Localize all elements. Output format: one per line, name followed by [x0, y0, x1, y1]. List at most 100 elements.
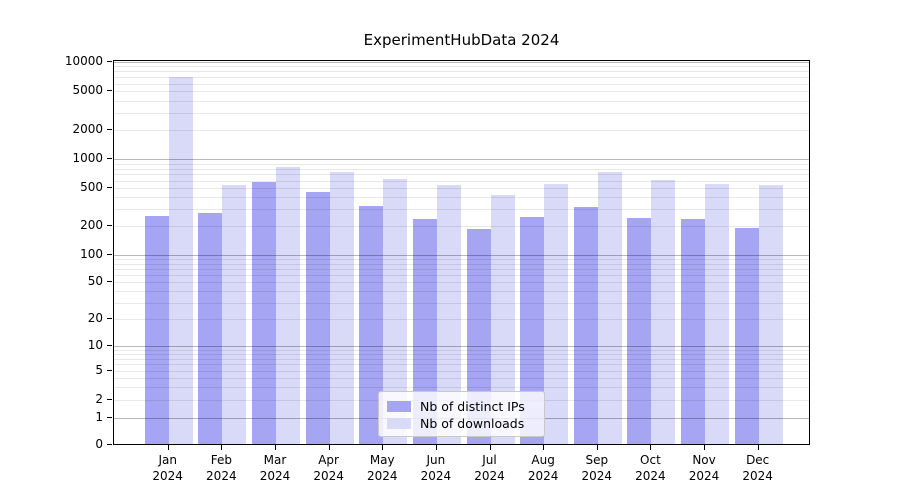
y-tick-label: 100 [80, 247, 103, 261]
x-tick-mark [328, 445, 330, 450]
legend-swatch-distinct-ips [387, 400, 411, 412]
bar-downloads [705, 183, 730, 444]
gridline-40 [114, 291, 809, 293]
x-tick-mark [489, 445, 491, 450]
gridline-300 [114, 209, 809, 211]
gridline-9 [114, 349, 809, 351]
bar-downloads [544, 184, 569, 444]
bar-distinct-ips [198, 212, 223, 444]
y-tick-label: 200 [80, 218, 103, 233]
y-tick-label: 5000 [72, 83, 103, 98]
gridline-400 [114, 197, 809, 199]
gridline-3 [114, 386, 809, 388]
x-tick-label-dec: Dec 2024 [742, 453, 773, 483]
legend-swatch-downloads [387, 417, 411, 429]
y-tick-label: 1 [95, 410, 103, 425]
y-tick-mark [107, 187, 112, 189]
gridline-600 [114, 180, 809, 182]
y-tick-mark [107, 317, 112, 319]
bar-downloads [275, 166, 300, 444]
x-tick-label-mar: Mar 2024 [259, 453, 291, 483]
bar-downloads [329, 171, 354, 444]
legend-item-distinct-ips: Nb of distinct IPs [387, 398, 536, 414]
x-tick-label-jul: Jul 2024 [474, 453, 505, 483]
y-tick-label: 50 [87, 274, 103, 289]
x-tick-label-nov: Nov 2024 [688, 453, 720, 483]
gridline-200 [114, 226, 809, 228]
x-tick-label-aug: Aug 2024 [527, 453, 559, 483]
gridline-5000 [114, 91, 809, 93]
gridline-6 [114, 364, 809, 366]
x-tick-mark [704, 445, 706, 450]
y-tick-mark [107, 345, 112, 346]
gridline-7000 [114, 77, 809, 79]
x-tick-mark [435, 445, 437, 450]
y-tick-mark [107, 129, 112, 130]
y-tick-label: 2000 [72, 122, 103, 136]
y-tick-label: 0 [95, 436, 103, 451]
bar-distinct-ips [251, 181, 276, 444]
x-tick-mark [382, 445, 384, 450]
bar-distinct-ips [627, 218, 652, 444]
y-tick-mark [107, 90, 112, 92]
gridline-20 [114, 318, 809, 320]
gridline-10000 [114, 62, 809, 63]
gridline-3000 [114, 112, 809, 114]
y-tick-label: 1000 [72, 151, 103, 166]
gridline-800 [114, 168, 809, 170]
bar-downloads [651, 179, 676, 444]
gridline-30 [114, 302, 809, 304]
x-tick-mark [543, 445, 545, 450]
gridline-700 [114, 174, 809, 176]
gridline-6000 [114, 83, 809, 85]
x-tick-label-feb: Feb 2024 [206, 453, 237, 483]
bar-downloads [597, 171, 622, 444]
bar-distinct-ips [144, 215, 169, 444]
gridline-5 [114, 371, 809, 372]
x-tick-mark [274, 445, 276, 450]
x-tick-mark [221, 445, 223, 450]
y-tick-label: 500 [80, 180, 103, 195]
legend-item-downloads: Nb of downloads [387, 415, 536, 431]
gridline-90 [114, 259, 809, 261]
gridline-10 [114, 346, 809, 347]
gridline-500 [114, 188, 809, 190]
gridline-70 [114, 269, 809, 271]
gridline-100 [114, 255, 809, 256]
y-tick-mark [107, 417, 112, 419]
gridline-60 [114, 275, 809, 277]
bar-distinct-ips [573, 206, 598, 444]
gridline-4 [114, 377, 809, 379]
gridline-9000 [114, 66, 809, 68]
y-tick-mark [107, 254, 112, 255]
y-tick-mark [107, 443, 112, 445]
y-tick-mark [107, 225, 112, 227]
gridline-8000 [114, 71, 809, 73]
bar-distinct-ips [305, 191, 330, 444]
bar-downloads [758, 184, 783, 444]
y-tick-mark [107, 61, 112, 62]
gridline-2000 [114, 130, 809, 131]
y-tick-mark [107, 158, 112, 160]
y-tick-mark [107, 398, 112, 400]
gridline-1000 [114, 159, 809, 161]
bar-downloads [222, 185, 247, 444]
x-tick-mark [596, 445, 598, 450]
y-tick-label: 5 [95, 363, 103, 377]
x-tick-label-sep: Sep 2024 [581, 453, 613, 483]
x-tick-mark [167, 445, 169, 450]
gridline-8 [114, 354, 809, 356]
chart-title: ExperimentHubData 2024 [363, 31, 560, 49]
y-tick-label: 2 [95, 391, 103, 406]
gridline-80 [114, 263, 809, 265]
plot-area [113, 60, 810, 445]
gridline-7 [114, 358, 809, 360]
x-tick-label-jun: Jun 2024 [420, 453, 452, 483]
legend: Nb of distinct IPs Nb of downloads [378, 391, 545, 437]
bar-distinct-ips [681, 219, 706, 444]
gridline-50 [114, 282, 809, 284]
x-tick-label-may: May 2024 [366, 453, 398, 483]
gridline-900 [114, 163, 809, 165]
legend-label-downloads: Nb of downloads [420, 415, 525, 431]
